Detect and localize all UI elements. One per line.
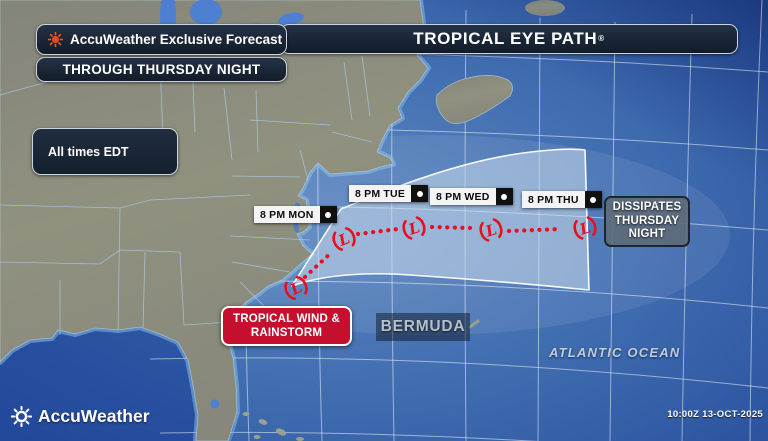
- sun-icon: [11, 406, 32, 427]
- dissipates-line-2: THURSDAY: [614, 214, 680, 227]
- position-dot-icon: [584, 191, 602, 208]
- page-title: TROPICAL EYE PATH: [413, 29, 598, 48]
- position-dot-icon: [319, 206, 337, 223]
- title-bar: TROPICAL EYE PATH ®: [280, 24, 738, 54]
- storm-symbol-3: L: [479, 218, 503, 242]
- time-label-tue: 8 PM TUE: [349, 185, 429, 202]
- atlantic-ocean-label: ATLANTIC OCEAN: [549, 345, 689, 360]
- issue-timestamp: 10:00Z 13-OCT-2025: [667, 409, 763, 420]
- logo-wordmark: AccuWeather: [38, 406, 150, 426]
- forecast-cone: [291, 148, 590, 291]
- exclusive-forecast-label: AccuWeather Exclusive Forecast: [70, 32, 283, 47]
- valid-period-label: THROUGH THURSDAY NIGHT: [62, 62, 261, 77]
- svg-text:L: L: [405, 218, 422, 239]
- maritime-island: [525, 0, 565, 16]
- time-label-wed: 8 PM WED: [430, 188, 513, 205]
- bermuda-label-text: BERMUDA: [380, 318, 466, 335]
- storm-symbols: L L L L L: [284, 216, 597, 301]
- storm-type-line-1: TROPICAL WIND &: [233, 312, 340, 325]
- position-dot-icon: [495, 188, 513, 205]
- storm-type-line-2: RAINSTORM: [250, 327, 323, 339]
- bermuda-label: BERMUDA: [376, 313, 470, 341]
- dissipates-line-3: NIGHT: [628, 228, 666, 241]
- time-label-thu: 8 PM THU: [522, 191, 602, 208]
- timezone-note: All times EDT: [32, 128, 178, 175]
- storm-type-badge: TROPICAL WIND & RAINSTORM: [221, 306, 352, 346]
- exclusive-forecast-badge: AccuWeather Exclusive Forecast: [36, 24, 287, 55]
- storm-track-dots: [302, 224, 565, 280]
- time-label-wed-text: 8 PM WED: [430, 188, 496, 205]
- time-label-mon-text: 8 PM MON: [254, 206, 320, 223]
- atlantic-ocean-label-text: ATLANTIC OCEAN: [549, 345, 681, 360]
- time-label-tue-text: 8 PM TUE: [349, 185, 412, 202]
- time-label-mon: 8 PM MON: [254, 206, 337, 223]
- position-dot-icon: [411, 185, 429, 202]
- valid-period-badge: THROUGH THURSDAY NIGHT: [36, 57, 287, 82]
- dissipates-line-1: DISSIPATES: [612, 201, 682, 214]
- svg-text:L: L: [482, 220, 499, 241]
- nova-scotia-land: [435, 75, 513, 124]
- storm-symbol-2: L: [402, 216, 426, 240]
- storm-symbol-4: L: [573, 216, 597, 240]
- time-label-thu-text: 8 PM THU: [522, 191, 585, 208]
- accuweather-logo: AccuWeather: [11, 406, 150, 427]
- us-landmass: [0, 0, 429, 441]
- bermuda-island-mark: [468, 319, 480, 329]
- timezone-note-label: All times EDT: [48, 144, 129, 159]
- dissipates-note: DISSIPATES THURSDAY NIGHT: [604, 196, 690, 247]
- issue-timestamp-text: 10:00Z 13-OCT-2025: [667, 409, 763, 420]
- svg-text:L: L: [576, 218, 593, 239]
- sun-icon: [48, 32, 63, 47]
- small-islands: [242, 412, 304, 441]
